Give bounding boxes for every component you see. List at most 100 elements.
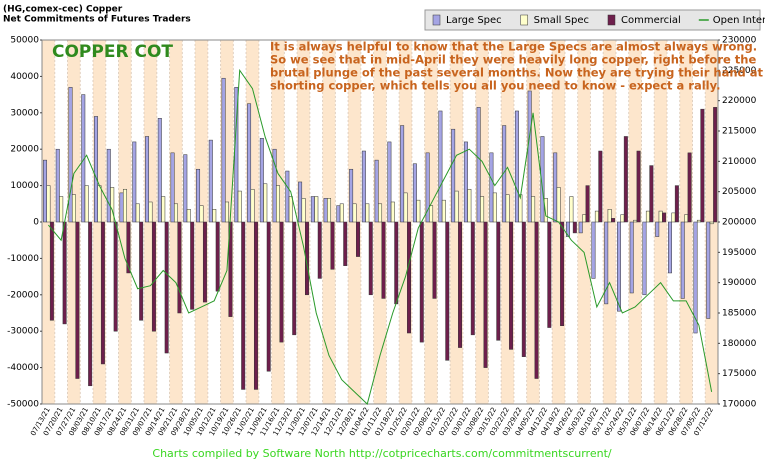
bar xyxy=(502,125,507,223)
bar xyxy=(713,107,718,223)
bar xyxy=(531,196,536,223)
y-tick-label: 0 xyxy=(33,218,39,228)
bar xyxy=(336,205,341,223)
y-tick-label: -40000 xyxy=(7,363,39,373)
bar xyxy=(305,221,309,296)
bar xyxy=(671,212,676,223)
legend-label: Large Spec xyxy=(446,15,502,26)
bar xyxy=(611,218,616,223)
bar xyxy=(534,221,539,379)
legend-swatch xyxy=(520,14,528,26)
bar xyxy=(100,221,105,365)
bar xyxy=(668,221,672,274)
bar xyxy=(148,201,153,223)
bar xyxy=(403,192,408,223)
bar xyxy=(170,152,175,223)
bar xyxy=(470,221,475,336)
bar xyxy=(285,170,290,223)
annotation: So we see that in mid-April they were he… xyxy=(270,53,756,67)
bar xyxy=(572,221,577,234)
bar xyxy=(696,219,701,223)
bar xyxy=(378,203,383,223)
bar xyxy=(509,221,514,350)
bar xyxy=(164,221,169,354)
bar xyxy=(208,139,213,223)
legend-label: Small Spec xyxy=(534,15,589,26)
bar xyxy=(649,165,654,223)
bar xyxy=(43,159,47,223)
bar xyxy=(687,152,692,223)
bar xyxy=(253,221,258,390)
bar xyxy=(620,214,625,223)
bar xyxy=(292,221,297,336)
y-tick-label: -20000 xyxy=(7,290,39,300)
y-tick-label: 50000 xyxy=(10,36,39,46)
bar xyxy=(445,221,450,361)
bar xyxy=(59,196,64,223)
bar xyxy=(323,198,328,223)
bar xyxy=(547,221,552,328)
y2-tick-label: 180000 xyxy=(722,339,757,349)
bar xyxy=(374,159,379,223)
bar xyxy=(145,136,150,223)
bar xyxy=(110,187,115,223)
bar xyxy=(655,221,660,237)
bar xyxy=(598,150,603,223)
legend-swatch xyxy=(432,14,441,26)
bar xyxy=(387,141,392,223)
bar xyxy=(225,201,229,223)
bar xyxy=(84,185,89,223)
bar xyxy=(119,192,124,223)
bar xyxy=(407,221,411,334)
y-tick-label: 20000 xyxy=(10,145,39,155)
bar xyxy=(314,196,319,223)
bar xyxy=(604,221,609,305)
y2-tick-label: 215000 xyxy=(722,127,757,137)
chart-title: (HG,comex-cec) Copper xyxy=(3,5,123,15)
bar xyxy=(250,188,255,223)
bar xyxy=(349,168,354,223)
bar xyxy=(467,188,472,223)
bar xyxy=(476,107,481,223)
bar xyxy=(247,103,252,223)
bar xyxy=(680,221,685,299)
y2-tick-label: 190000 xyxy=(722,278,757,288)
legend-label: Commercial xyxy=(621,15,681,26)
annotation: shorting copper, which tells you all you… xyxy=(270,79,720,93)
bar xyxy=(429,205,434,223)
bar xyxy=(202,221,207,303)
bar xyxy=(113,221,118,332)
bar xyxy=(505,194,510,223)
bar xyxy=(709,221,714,225)
bar xyxy=(139,221,144,321)
bar xyxy=(75,221,80,379)
y2-tick-label: 205000 xyxy=(722,187,757,197)
bar xyxy=(97,185,102,223)
bar xyxy=(381,221,386,299)
bar xyxy=(106,148,111,223)
bar xyxy=(135,203,140,223)
bar xyxy=(693,221,698,334)
bar xyxy=(425,152,430,223)
bar xyxy=(301,198,306,223)
bar xyxy=(394,221,399,305)
bar xyxy=(132,141,137,223)
bar xyxy=(543,198,548,223)
bar xyxy=(190,221,195,310)
y2-tick-label: 220000 xyxy=(722,96,757,106)
bar xyxy=(266,221,271,372)
y-tick-label: -50000 xyxy=(7,400,39,410)
bar xyxy=(288,196,293,223)
y2-tick-label: 230000 xyxy=(722,36,757,46)
bar xyxy=(591,221,596,279)
annotation: It is always helpful to know that the La… xyxy=(270,40,757,54)
bar xyxy=(68,87,73,223)
bar xyxy=(616,221,621,312)
bar xyxy=(400,125,405,223)
bar xyxy=(88,221,93,387)
bar xyxy=(489,152,494,223)
line xyxy=(47,68,713,405)
y2-tick-label: 200000 xyxy=(722,218,757,228)
bar xyxy=(594,210,599,223)
bar xyxy=(629,221,634,294)
